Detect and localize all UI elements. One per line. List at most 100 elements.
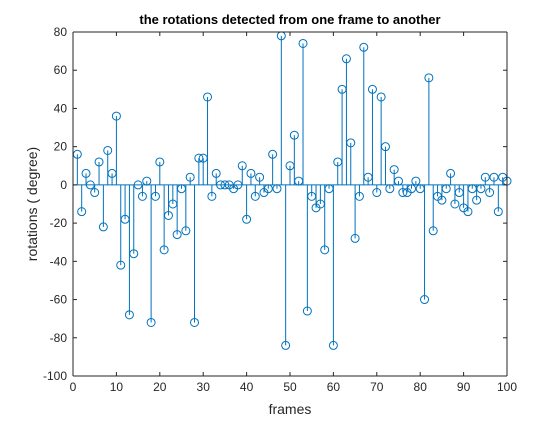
stem-marker (242, 214, 252, 224)
stem-marker (168, 199, 178, 209)
stem-marker (272, 184, 282, 194)
stem-marker (441, 184, 451, 194)
stem-marker (407, 184, 417, 194)
stem-marker (220, 180, 230, 190)
stem-marker (250, 191, 260, 201)
stem-marker (107, 168, 117, 178)
stem-marker (129, 249, 139, 259)
x-tick-label: 30 (197, 380, 211, 394)
stem-marker (354, 191, 364, 201)
x-tick-label: 40 (240, 380, 254, 394)
chart-title: the rotations detected from one frame to… (139, 12, 440, 27)
stem-marker (194, 153, 204, 163)
stem-marker (137, 191, 147, 201)
stem-marker (324, 184, 334, 194)
stem-marker (77, 207, 87, 217)
stem-marker (124, 310, 134, 320)
ticks: 0 10 20 30 40 50 60 70 80 90 100 -100 -80 -60 -40 -20 0 2… (43, 25, 517, 394)
stem-marker (190, 317, 200, 327)
x-tick-label: 50 (283, 380, 297, 394)
stem-marker (146, 317, 156, 327)
stems (73, 35, 508, 346)
stem-marker (281, 340, 291, 350)
stem-marker (333, 157, 343, 167)
stem-marker (485, 188, 495, 198)
stem-marker (237, 161, 247, 171)
plot-area (73, 32, 507, 376)
stem-marker (320, 245, 330, 255)
stem-marker (246, 168, 256, 178)
stem-marker (450, 199, 460, 209)
stem-marker (341, 54, 351, 64)
stem-marker (216, 180, 226, 190)
stem-marker (428, 226, 438, 236)
stem-marker (103, 145, 113, 155)
stem-marker (350, 233, 360, 243)
y-tick-label: -20 (50, 216, 68, 230)
stem-marker (337, 84, 347, 94)
stem-marker (380, 142, 390, 152)
x-tick-label: 60 (327, 380, 341, 394)
stem-marker (463, 207, 473, 217)
stem-marker (142, 176, 152, 186)
stem-marker (415, 184, 425, 194)
y-tick-label: 60 (54, 63, 68, 77)
stem-marker (98, 222, 108, 232)
x-tick-label: 20 (153, 380, 167, 394)
stem-marker (150, 191, 160, 201)
stem-marker (307, 191, 317, 201)
stem-marker (172, 230, 182, 240)
stem-marker (263, 184, 273, 194)
y-tick-label: 0 (60, 178, 67, 192)
stem-marker (203, 92, 213, 102)
stem-marker (133, 180, 143, 190)
stem-marker (163, 210, 173, 220)
stem-marker (289, 130, 299, 140)
stem-marker (424, 73, 434, 83)
x-tick-label: 70 (370, 380, 384, 394)
stem-marker (363, 172, 373, 182)
stem-marker (476, 184, 486, 194)
stem-marker (437, 195, 447, 205)
stem-marker (211, 168, 221, 178)
stem-marker (411, 176, 421, 186)
stem-marker (315, 199, 325, 209)
stem-marker (81, 168, 91, 178)
stem-marker (85, 180, 95, 190)
stem-marker (454, 188, 464, 198)
stem-marker (207, 191, 217, 201)
stem-marker (255, 172, 265, 182)
stem-marker (367, 84, 377, 94)
stem-marker (376, 92, 386, 102)
stem-marker (198, 153, 208, 163)
y-tick-label: 80 (54, 25, 68, 39)
stem-marker (394, 176, 403, 186)
stem-marker (472, 195, 482, 205)
stem-marker (389, 165, 399, 175)
stem-marker (116, 260, 126, 270)
stem-marker (385, 184, 395, 194)
x-axis-label: frames (269, 401, 312, 417)
stem-marker (328, 340, 338, 350)
x-tick-label: 10 (110, 380, 124, 394)
stem-marker (467, 184, 477, 194)
stem-marker (94, 157, 104, 167)
y-tick-label: 40 (54, 101, 68, 115)
stem-marker (346, 138, 356, 148)
stem-marker (420, 295, 430, 305)
stem-marker (233, 180, 243, 190)
y-tick-label: -100 (43, 369, 67, 383)
stem-marker (398, 188, 408, 198)
stem-marker (120, 214, 130, 224)
stem-marker (294, 176, 304, 186)
stem-marker (268, 149, 278, 159)
stem-marker (185, 172, 195, 182)
stem-marker (177, 184, 186, 194)
stem-marker (298, 38, 308, 48)
stem-marker (359, 42, 369, 52)
x-tick-label: 100 (497, 380, 517, 394)
y-tick-label: -40 (50, 254, 68, 268)
stem-marker (302, 306, 312, 316)
